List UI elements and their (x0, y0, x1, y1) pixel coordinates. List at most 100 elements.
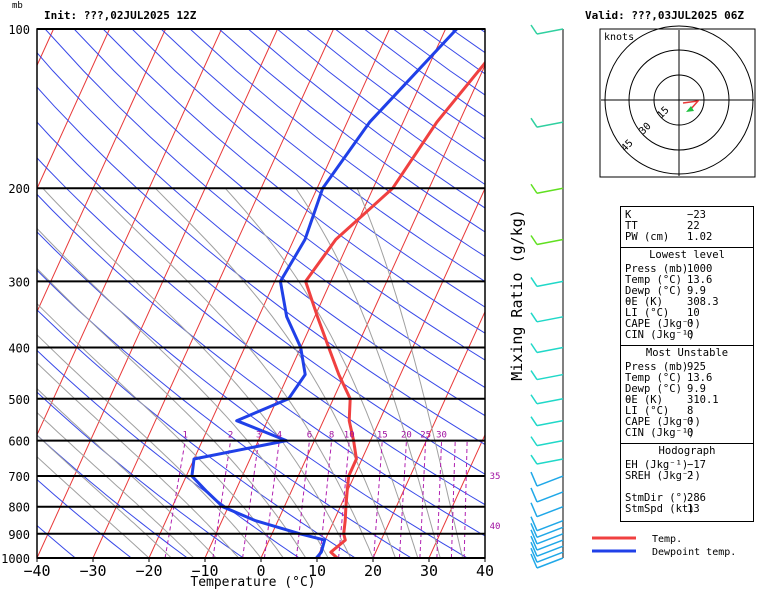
moist-adiabat-line (37, 267, 307, 558)
mixing-ratio-label: 6 (307, 431, 312, 441)
index-row: CAPE (Jkg⁻¹) 0 (625, 318, 701, 330)
wind-barb-flag (530, 436, 538, 447)
wind-barb-flag (530, 312, 538, 323)
moist-adiabat-line (37, 456, 150, 558)
index-row: LI (°C) 8 (625, 405, 694, 417)
dry-adiabat-line (189, 29, 485, 257)
index-row: CIN (Jkg⁻¹) 0 (625, 329, 695, 341)
index-row: SREH (Jkg⁻¹) 2 (625, 470, 701, 482)
mixing-ratio-label: 30 (436, 431, 447, 441)
index-row-pw: PW (cm) 1.02 (625, 231, 713, 243)
wind-barb-flag (530, 117, 538, 128)
mixing-ratio-line (398, 440, 407, 558)
wind-barb-flag (530, 183, 538, 194)
mixing-ratio-label: 2 (228, 431, 233, 441)
wind-barb (536, 439, 564, 447)
dry-adiabat-line (102, 29, 485, 334)
index-row: StmSpd (kt) 13 (625, 503, 700, 515)
temperature-profile-line (304, 60, 485, 558)
wind-barb-flag (530, 516, 538, 531)
dry-adiabat-line (37, 193, 485, 537)
isotherm-line (37, 29, 166, 313)
moist-adiabat-line (295, 187, 441, 558)
dry-adiabat-line (160, 29, 485, 283)
isotherm-line (37, 29, 110, 190)
init-time-label: Init: ???,02JUL2025 12Z (44, 9, 197, 22)
mixing-ratio-label: 35 (490, 472, 501, 482)
dry-adiabat-line (44, 29, 485, 389)
index-row-tt: TT 22 (625, 220, 700, 232)
x-tick-label: −40 (23, 562, 50, 580)
isotherm-line (428, 433, 485, 558)
wind-barb-flag (530, 394, 538, 405)
wind-barb (536, 475, 564, 487)
y-tick-label: 1000 (1, 552, 30, 566)
hodograph-trace (682, 99, 700, 111)
wind-barb-flag (530, 523, 538, 538)
mixing-ratio-label: 20 (401, 431, 412, 441)
index-row: θE (K) 310.1 (625, 394, 719, 406)
y-tick-label: 100 (8, 23, 30, 37)
index-row: CAPE (Jkg⁻¹) 0 (625, 416, 701, 428)
mixing-ratio-line (419, 440, 427, 558)
wind-barb-flag (530, 547, 538, 563)
index-row: Press (mb) 925 (625, 361, 706, 373)
dry-adiabat-line (37, 121, 485, 475)
dry-adiabat-line (73, 29, 485, 361)
section-title-lowest: Lowest level (621, 247, 753, 264)
mixing-ratio-label: 8 (329, 431, 334, 441)
wind-barb (536, 346, 564, 354)
y-tick-label: 400 (8, 341, 30, 355)
mixing-ratio-line (263, 440, 280, 558)
dewpoint-profile-line (190, 29, 458, 558)
mixing-ratio-line (338, 440, 350, 558)
index-row-k: K −23 (625, 209, 706, 221)
valid-time-label: Valid: ???,03JUL2025 06Z (585, 9, 744, 22)
index-row: θE (K) 308.3 (625, 296, 719, 308)
dry-adiabat-line (37, 309, 356, 558)
index-row: Press (mb) 1000 (625, 263, 713, 275)
mixing-ratio-line (242, 440, 260, 558)
index-row: CIN (Jkg⁻¹) 0 (625, 427, 695, 439)
mixing-ratio-label: 25 (420, 431, 431, 441)
wind-barb-flag (530, 553, 538, 569)
index-row: Temp (°C) 13.6 (625, 372, 713, 384)
wind-barb (536, 506, 564, 518)
wind-barb (536, 491, 564, 503)
wind-barb (536, 539, 564, 551)
wind-barb (536, 519, 564, 532)
wind-barb (536, 280, 564, 288)
wind-barb-flag (530, 535, 538, 551)
hodograph-units-label: knots (604, 32, 634, 43)
mixing-ratio-line (450, 440, 456, 558)
y-tick-label: 600 (8, 435, 30, 449)
index-row: StmDir (°) 286 (625, 492, 706, 504)
y-tick-label: 500 (8, 393, 30, 407)
mixing-ratio-line (373, 440, 383, 558)
dry-adiabat-line (37, 391, 244, 558)
mixing-ratio-label: 3 (256, 431, 261, 441)
isotherm-line (316, 187, 485, 558)
dry-adiabat-line (37, 157, 485, 506)
mixing-ratio-label: 40 (490, 522, 501, 532)
wind-barb-flag (530, 471, 538, 487)
mixing-ratio-line (164, 440, 186, 558)
wind-barb (536, 545, 564, 557)
x-axis-title: Temperature (°C) (190, 575, 315, 590)
moist-adiabat-line (37, 387, 217, 558)
wind-barb (536, 419, 564, 427)
index-row: Temp (°C) 13.6 (625, 274, 713, 286)
moist-adiabat-line (37, 302, 284, 558)
wind-barb (536, 28, 564, 35)
y-tick-label: 300 (8, 275, 30, 289)
isotherm-line (37, 29, 278, 558)
y-tick-label: 900 (8, 528, 30, 542)
wind-barb (536, 533, 564, 545)
dry-adiabat-line (37, 349, 300, 558)
moist-adiabat-line (37, 362, 239, 558)
mixing-ratio-line (319, 440, 333, 558)
index-row: Dewp (°C) 9.9 (625, 285, 706, 297)
section-title-most-unstable: Most Unstable (621, 345, 753, 362)
dry-adiabat-line (37, 434, 188, 558)
x-tick-label: −20 (135, 562, 162, 580)
